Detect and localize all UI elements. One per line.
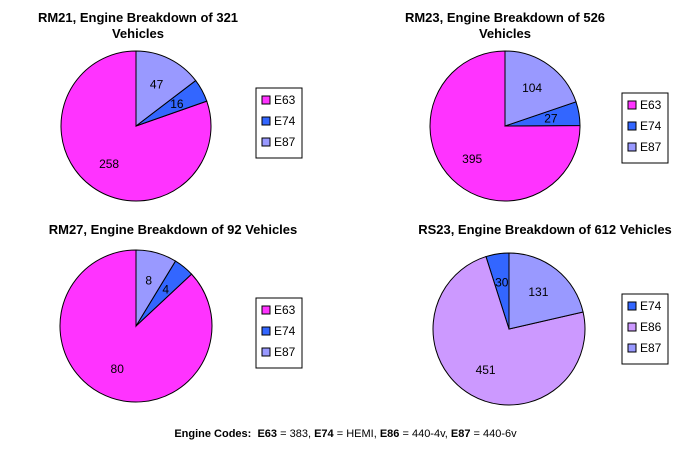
pie-slice-e86 [432, 255, 586, 406]
legend-swatch-e87 [627, 142, 637, 152]
legend-label-e87: E87 [640, 140, 662, 154]
legend-swatch-e74 [261, 116, 271, 126]
slice-label-e74: 27 [544, 111, 558, 125]
legend-label-e74: E74 [274, 114, 296, 128]
legend-swatch-e74 [627, 301, 637, 311]
slice-label-e87: 8 [145, 274, 152, 288]
code-e87: E87 [450, 428, 471, 440]
pie-slice-e87 [135, 50, 197, 128]
pie-slice-e87 [508, 252, 584, 330]
legend-swatch-e87 [261, 347, 271, 357]
engine-codes-footer: Engine Codes: E63 = 383, E74 = HEMI, E86… [174, 428, 517, 440]
slice-label-e74: 16 [170, 97, 184, 111]
legend-label-e74: E74 [274, 324, 296, 338]
code-e63: E63 [257, 428, 278, 440]
pie-slice-e63 [59, 249, 213, 403]
chart-title-line: RM21, Engine Breakdown of 321 [38, 10, 238, 25]
pie-chart-4: RS23, Engine Breakdown of 612 Vehicles 30… [418, 222, 672, 406]
chart-title-line: RM27, Engine Breakdown of 92 Vehicles [49, 222, 298, 237]
legend-swatch-e74 [627, 121, 637, 131]
legend-label-e87: E87 [274, 135, 296, 149]
legend-swatch-e63 [261, 305, 271, 315]
chart-title-line: RS23, Engine Breakdown of 612 Vehicles [418, 222, 672, 237]
legend-swatch-e86 [627, 322, 637, 332]
engine-codes-prefix: Engine Codes: [174, 428, 252, 440]
slice-label-e87: 131 [528, 285, 548, 299]
code-e74: E74 [314, 428, 334, 440]
legend-swatch-e87 [627, 343, 637, 353]
slice-label-e87: 104 [522, 81, 542, 95]
legend: E63 E74 E87 [255, 87, 303, 159]
chart-title-line: RM23, Engine Breakdown of 526 [405, 10, 605, 25]
legend-label-e86: E86 [640, 320, 662, 334]
code-e86-meaning: 440-4v [411, 428, 445, 440]
legend: E63 E74 E87 [255, 297, 303, 369]
legend-label-e63: E63 [640, 98, 662, 112]
pie-slice-e87 [504, 50, 577, 127]
chart-title-line: Vehicles [112, 26, 164, 41]
code-e74-meaning: HEMI [346, 428, 374, 440]
slice-label-e74: 4 [162, 282, 169, 296]
code-e86: E86 [379, 428, 400, 440]
legend: E74 E86 E87 [621, 293, 669, 365]
pie-slice-e63 [429, 50, 581, 202]
slice-label-e86: 451 [476, 363, 496, 377]
legend-swatch-e63 [627, 100, 637, 110]
slice-label-e74: 30 [495, 275, 509, 289]
slice-label-e63: 258 [99, 157, 119, 171]
legend-label-e63: E63 [274, 303, 296, 317]
slice-label-e63: 80 [111, 362, 125, 376]
legend-label-e87: E87 [640, 341, 662, 355]
legend-label-e63: E63 [274, 93, 296, 107]
code-e87-meaning: 440-6v [483, 428, 517, 440]
legend-label-e74: E74 [640, 119, 662, 133]
legend-swatch-e74 [261, 326, 271, 336]
legend-swatch-e63 [261, 95, 271, 105]
chart-title-line: Vehicles [479, 26, 531, 41]
pie-chart-3: RM27, Engine Breakdown of 92 Vehicles 80 4… [49, 222, 303, 403]
legend-label-e74: E74 [640, 299, 662, 313]
code-e63-meaning: 383 [289, 428, 308, 440]
legend: E63 E74 E87 [621, 92, 669, 164]
slice-label-e87: 47 [150, 77, 164, 91]
slice-label-e63: 395 [462, 152, 482, 166]
legend-label-e87: E87 [274, 345, 296, 359]
pie-slice-e87 [135, 249, 177, 328]
legend-swatch-e87 [261, 137, 271, 147]
